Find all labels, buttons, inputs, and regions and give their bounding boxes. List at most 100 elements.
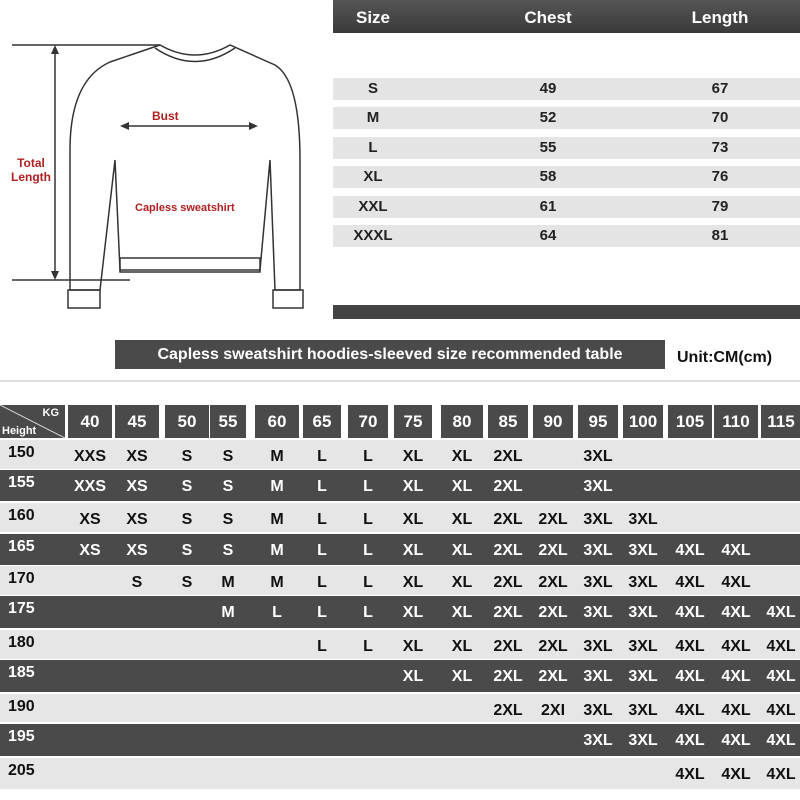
size-cell: 4XL bbox=[675, 542, 705, 559]
size-cell: XS bbox=[79, 511, 101, 528]
size-cell: 4XL bbox=[766, 702, 796, 719]
size-cell: 3XL bbox=[628, 574, 658, 591]
grid-row: 165 XS XS S S M L L XL XL 2XL 2XL 3XL 3XL 4XL 4XL bbox=[0, 534, 800, 565]
length-cell: 76 bbox=[711, 168, 729, 185]
size-cell: M bbox=[270, 511, 284, 528]
size-cell: L bbox=[363, 574, 373, 591]
chest-cell: 61 bbox=[539, 198, 557, 215]
size-cell: L bbox=[363, 448, 373, 465]
size-cell: 4XL bbox=[766, 604, 796, 621]
size-cell: 3XL bbox=[583, 478, 613, 495]
corner-kg: KG bbox=[42, 407, 60, 419]
size-row: M 52 70 bbox=[333, 107, 800, 129]
size-cell: 3XL bbox=[583, 604, 613, 621]
size-cell: S bbox=[222, 478, 234, 495]
size-cell: 3XL bbox=[583, 542, 613, 559]
size-cell: M bbox=[270, 542, 284, 559]
size-row: L 55 73 bbox=[333, 137, 800, 159]
size-cell: XXS bbox=[73, 478, 107, 495]
bust-label: Bust bbox=[152, 109, 179, 123]
chest-cell: 49 bbox=[539, 80, 557, 97]
size-cell: S bbox=[222, 448, 234, 465]
header-size: Size bbox=[355, 8, 391, 27]
size-cell: XL bbox=[402, 638, 424, 655]
size-cell: S bbox=[367, 80, 379, 97]
size-cell: M bbox=[221, 604, 235, 621]
weight-header: 110 bbox=[714, 405, 758, 438]
length-cell: 73 bbox=[711, 139, 729, 156]
size-cell: L bbox=[363, 638, 373, 655]
grid-corner: KG Height bbox=[0, 405, 65, 438]
chest-cell: 52 bbox=[539, 109, 557, 126]
size-cell: XS bbox=[126, 448, 148, 465]
size-cell: XL bbox=[402, 448, 424, 465]
size-cell: XL bbox=[451, 478, 473, 495]
weight-header: 115 bbox=[761, 405, 800, 438]
size-cell: XL bbox=[451, 511, 473, 528]
size-cell: 3XL bbox=[583, 668, 613, 685]
weight-header: 100 bbox=[623, 405, 663, 438]
size-cell: XL bbox=[402, 574, 424, 591]
size-cell: XS bbox=[126, 478, 148, 495]
header-chest: Chest bbox=[524, 8, 572, 27]
size-cell: XL bbox=[451, 668, 473, 685]
weight-header: 105 bbox=[668, 405, 712, 438]
height-label: 180 bbox=[8, 634, 35, 651]
height-label: 205 bbox=[8, 762, 35, 779]
size-cell: L bbox=[317, 604, 327, 621]
total-length-label: Total Length bbox=[11, 156, 51, 184]
weight-header: 60 bbox=[255, 405, 299, 438]
length-cell: 81 bbox=[711, 227, 729, 244]
size-cell: XXL bbox=[358, 198, 388, 215]
length-cell: 79 bbox=[711, 198, 729, 215]
size-cell: 2XL bbox=[538, 542, 568, 559]
size-cell: 4XL bbox=[675, 604, 705, 621]
divider bbox=[0, 380, 800, 382]
size-cell: 2XL bbox=[538, 574, 568, 591]
header-length: Length bbox=[691, 8, 749, 27]
size-cell: 3XL bbox=[583, 448, 613, 465]
size-cell: 3XL bbox=[628, 638, 658, 655]
grid-row: 160 XS XS S S M L L XL XL 2XL 2XL 3XL 3XL bbox=[0, 503, 800, 532]
size-cell: 4XL bbox=[675, 638, 705, 655]
size-cell: 2XL bbox=[493, 542, 523, 559]
size-cell: XL bbox=[451, 448, 473, 465]
size-cell: 4XL bbox=[675, 702, 705, 719]
size-cell: M bbox=[270, 574, 284, 591]
grid-row: 180 L L XL XL 2XL 2XL 3XL 3XL 4XL 4XL 4XL bbox=[0, 630, 800, 659]
size-cell: 2XL bbox=[538, 668, 568, 685]
size-cell: 4XL bbox=[721, 638, 751, 655]
grid-row: 205 4XL 4XL 4XL bbox=[0, 758, 800, 789]
size-cell: 3XL bbox=[628, 511, 658, 528]
weight-header: 45 bbox=[115, 405, 159, 438]
weight-header: 65 bbox=[303, 405, 341, 438]
size-cell: XXS bbox=[73, 448, 107, 465]
chest-cell: 64 bbox=[539, 227, 557, 244]
size-cell: 4XL bbox=[766, 732, 796, 749]
size-cell: L bbox=[363, 511, 373, 528]
grid-row: 195 3XL 3XL 4XL 4XL 4XL bbox=[0, 724, 800, 756]
size-cell: 3XL bbox=[583, 574, 613, 591]
size-cell: 4XL bbox=[721, 574, 751, 591]
size-cell: 3XL bbox=[583, 638, 613, 655]
length-cell: 67 bbox=[711, 80, 729, 97]
length-cell: 70 bbox=[711, 109, 729, 126]
size-cell: 2XI bbox=[540, 702, 566, 719]
size-cell: L bbox=[317, 574, 327, 591]
size-cell: 2XL bbox=[493, 604, 523, 621]
table-title-banner: Capless sweatshirt hoodies-sleeved size … bbox=[115, 340, 665, 369]
weight-header: 50 bbox=[165, 405, 209, 438]
size-cell: 4XL bbox=[721, 702, 751, 719]
grid-row: 150 XXS XS S S M L L XL XL 2XL 3XL bbox=[0, 440, 800, 469]
size-cell: XL bbox=[451, 638, 473, 655]
weight-header: 80 bbox=[441, 405, 483, 438]
size-cell: S bbox=[181, 511, 193, 528]
size-cell: 4XL bbox=[675, 574, 705, 591]
size-cell: 2XL bbox=[538, 604, 568, 621]
size-cell: 4XL bbox=[675, 668, 705, 685]
grid-row: 190 2XL 2XI 3XL 3XL 4XL 4XL 4XL bbox=[0, 694, 800, 722]
size-cell: M bbox=[270, 448, 284, 465]
size-table-header: Size Chest Length bbox=[333, 0, 800, 33]
size-cell: 3XL bbox=[583, 702, 613, 719]
size-cell: L bbox=[363, 542, 373, 559]
